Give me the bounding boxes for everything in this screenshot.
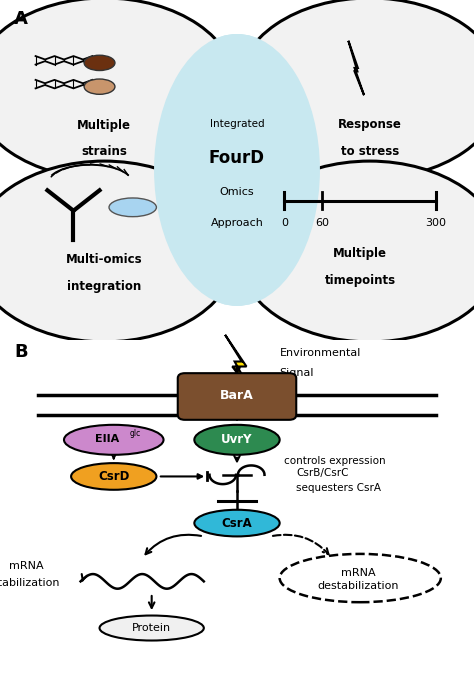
Text: Environmental: Environmental [280, 348, 361, 358]
Text: strains: strains [82, 145, 127, 157]
Text: glc: glc [129, 429, 141, 438]
Text: FourD: FourD [209, 149, 265, 167]
Text: 300: 300 [426, 217, 447, 227]
Text: CsrB/CsrC: CsrB/CsrC [296, 468, 349, 478]
Ellipse shape [194, 425, 280, 455]
Text: integration: integration [67, 280, 141, 293]
Text: mRNA: mRNA [340, 568, 375, 578]
Text: UvrY: UvrY [221, 433, 253, 446]
Ellipse shape [154, 34, 320, 306]
Text: sequesters CsrA: sequesters CsrA [296, 483, 381, 493]
Ellipse shape [100, 616, 204, 641]
Text: Signal: Signal [280, 368, 314, 378]
Text: mRNA: mRNA [9, 561, 44, 571]
Text: A: A [14, 10, 28, 28]
Text: destabilization: destabilization [317, 581, 399, 592]
Text: Omics: Omics [219, 187, 255, 197]
Ellipse shape [64, 425, 164, 455]
Text: Multiple: Multiple [333, 247, 387, 260]
Ellipse shape [109, 198, 156, 217]
Text: Multiple: Multiple [77, 119, 131, 133]
Text: B: B [14, 343, 28, 361]
Text: Multi-omics: Multi-omics [66, 254, 143, 267]
Text: timepoints: timepoints [325, 274, 396, 287]
Polygon shape [348, 41, 364, 95]
Text: CsrD: CsrD [98, 470, 129, 483]
Text: Approach: Approach [210, 217, 264, 227]
Text: to stress: to stress [341, 145, 399, 157]
Text: 0: 0 [281, 217, 288, 227]
Ellipse shape [237, 161, 474, 342]
Ellipse shape [0, 0, 237, 179]
Ellipse shape [154, 34, 320, 306]
Text: EIIA: EIIA [94, 434, 119, 444]
Text: Integrated: Integrated [210, 119, 264, 129]
Text: CsrA: CsrA [222, 517, 252, 530]
Ellipse shape [237, 0, 474, 179]
Text: BarA: BarA [220, 390, 254, 402]
Text: stabilization: stabilization [0, 578, 60, 588]
Text: controls expression: controls expression [284, 456, 386, 466]
Ellipse shape [84, 55, 115, 71]
Text: Response: Response [338, 118, 401, 131]
Ellipse shape [0, 161, 237, 342]
Polygon shape [225, 335, 251, 392]
Text: Protein: Protein [132, 623, 171, 633]
Ellipse shape [71, 463, 156, 490]
Ellipse shape [194, 509, 280, 536]
Text: 60: 60 [315, 217, 329, 227]
FancyBboxPatch shape [178, 373, 296, 420]
Ellipse shape [84, 79, 115, 94]
